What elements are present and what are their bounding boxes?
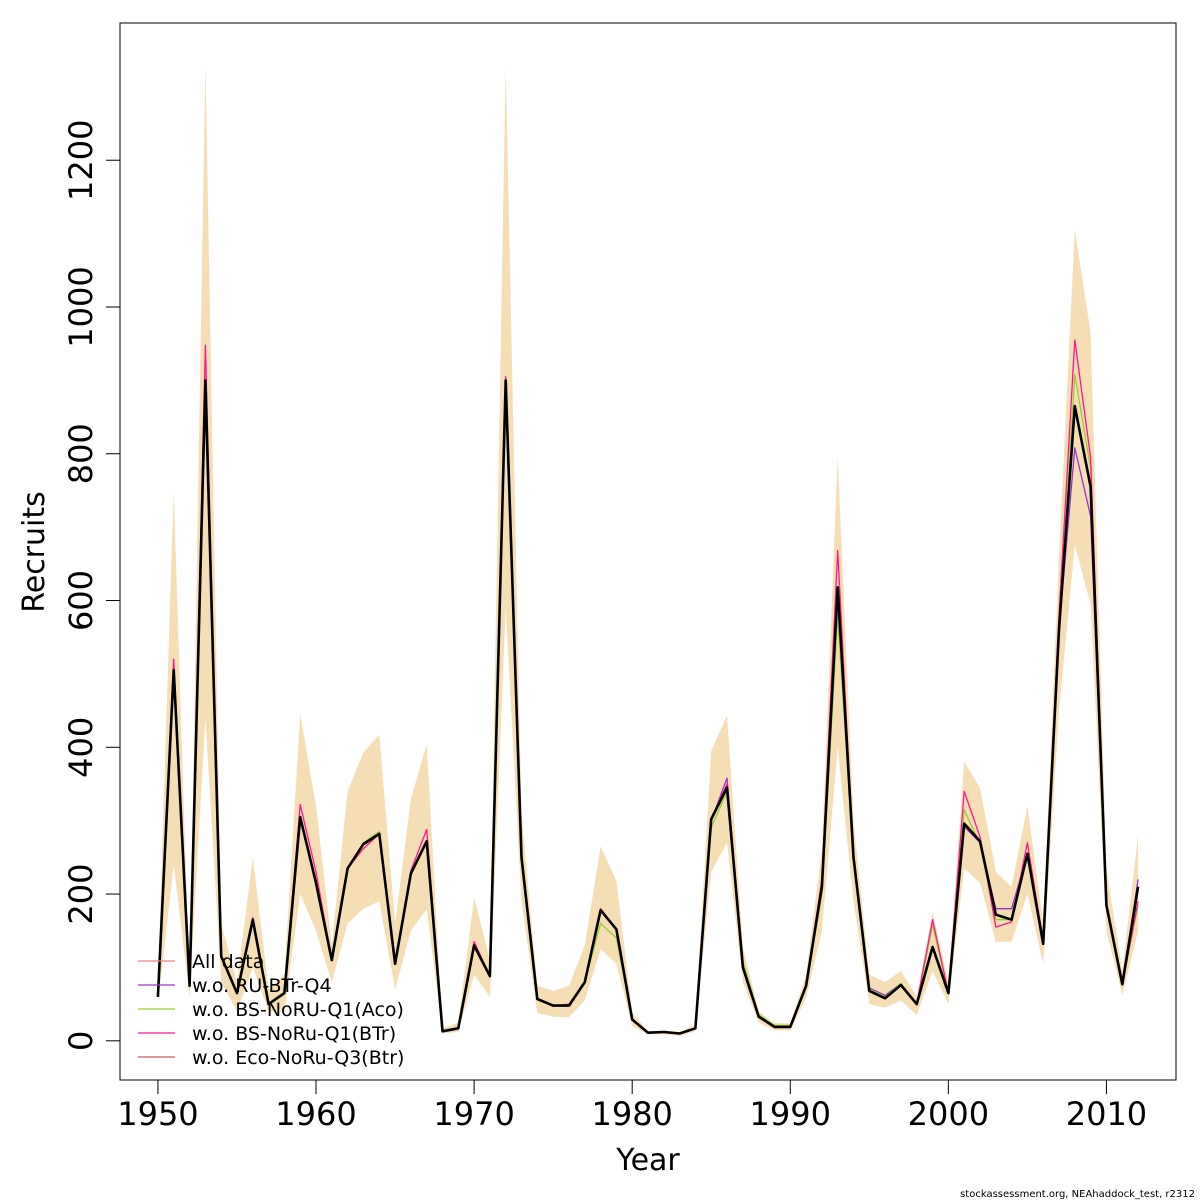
x-tick-label: 1960 xyxy=(275,1095,356,1133)
x-tick-label: 1980 xyxy=(591,1095,672,1133)
y-tick-label: 200 xyxy=(62,864,100,925)
footer-note: stockassessment.org, NEAhaddock_test, r2… xyxy=(960,1189,1195,1200)
x-tick-label: 1950 xyxy=(117,1095,198,1133)
legend-label: w.o. RU-BTr-Q4 xyxy=(192,975,332,997)
legend-label: w.o. Eco-NoRu-Q3(Btr) xyxy=(192,1047,404,1069)
x-tick-label: 2000 xyxy=(908,1095,989,1133)
y-tick-label: 0 xyxy=(62,1031,100,1051)
series-layer xyxy=(156,339,1140,1035)
x-axis: 1950 1960 1970 1980 1990 2000 2010 xyxy=(117,1079,1147,1133)
y-axis-title: Recruits xyxy=(17,491,52,613)
y-tick-label: 400 xyxy=(62,717,100,778)
series-line-5 xyxy=(156,379,1140,1035)
x-tick-label: 1990 xyxy=(750,1095,831,1133)
y-tick-label: 800 xyxy=(62,423,100,484)
y-tick-label: 1000 xyxy=(62,266,100,347)
x-axis-title: Year xyxy=(615,1143,680,1178)
x-tick-label: 1970 xyxy=(433,1095,514,1133)
y-tick-label: 600 xyxy=(62,570,100,631)
legend-label: w.o. BS-NoRU-Q1(Aco) xyxy=(192,999,404,1021)
legend-label: All data xyxy=(192,951,264,973)
y-tick-label: 1200 xyxy=(62,120,100,201)
x-tick-label: 2010 xyxy=(1066,1095,1147,1133)
legend-label: w.o. BS-NoRu-Q1(BTr) xyxy=(192,1023,396,1045)
y-axis: 0 200 400 600 800 1000 1200 xyxy=(62,120,121,1051)
